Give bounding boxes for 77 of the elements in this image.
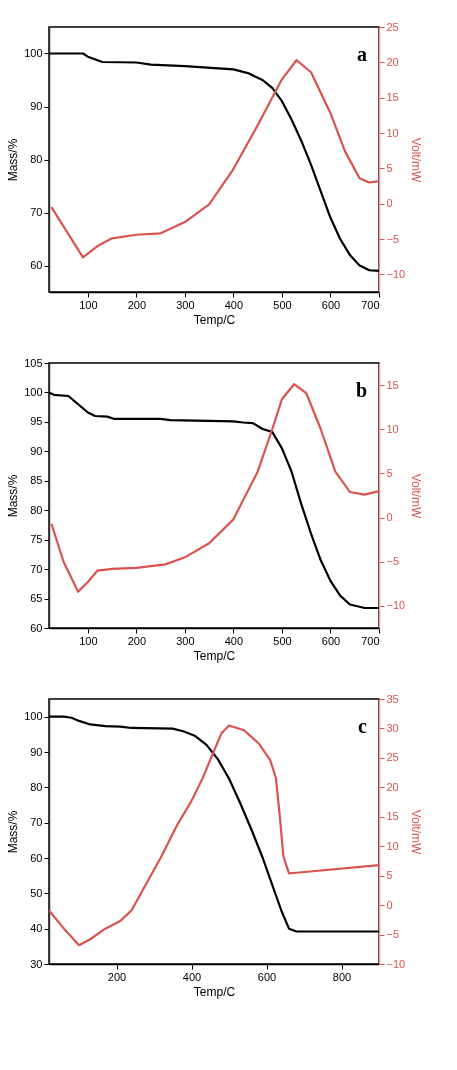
y2-tick-label: 0	[386, 197, 393, 210]
x-tick-label: 600	[321, 634, 341, 647]
y2-tick-label: 35	[386, 692, 399, 705]
y-tick-label: 90	[30, 100, 43, 112]
y-tick-label: 30	[30, 957, 43, 970]
y-tick-label: 105	[24, 356, 43, 369]
x-tick-label: 100	[79, 634, 98, 647]
x-tick-label: 100	[79, 298, 98, 311]
y-tick-label: 70	[30, 816, 43, 829]
annotation: a	[357, 43, 367, 65]
y2-tick-label: 20	[386, 55, 399, 68]
y-tick-label: 60	[30, 621, 43, 634]
y-tick-label: 65	[30, 592, 43, 605]
x-tick-label: 700	[361, 634, 380, 647]
y2-tick-label: 0	[386, 511, 393, 524]
x-tick-label: 500	[273, 298, 292, 311]
y-tick-label: 70	[30, 206, 43, 218]
y2-axis-title: Volt/mW	[409, 809, 424, 856]
y2-tick-label: −10	[386, 957, 406, 970]
x-tick-label: 400	[224, 634, 244, 647]
y-tick-label: 60	[30, 851, 43, 864]
y-tick-label: 100	[24, 385, 43, 398]
y-tick-label: 90	[30, 745, 43, 758]
y2-tick-label: 25	[386, 20, 399, 33]
y-axis-title: Mass/%	[6, 474, 21, 518]
x-tick-label: 800	[332, 970, 352, 983]
y2-tick-label: 10	[386, 126, 399, 139]
x-axis-title: Temp/C	[193, 984, 236, 999]
y-tick-label: 50	[30, 886, 43, 899]
x-tick-label: 200	[127, 634, 147, 647]
y-tick-label: 40	[30, 922, 43, 935]
y2-tick-label: 15	[386, 91, 399, 104]
y-tick-label: 100	[24, 47, 43, 59]
y2-tick-label: −5	[386, 928, 400, 941]
x-tick-label: 500	[273, 634, 292, 647]
x-tick-label: 400	[224, 298, 244, 311]
x-tick-label: 300	[176, 634, 195, 647]
x-axis-title: Temp/C	[193, 648, 236, 663]
y2-axis-title: Volt/mW	[409, 137, 424, 184]
y-tick-label: 75	[30, 533, 43, 546]
x-tick-label: 600	[257, 970, 277, 983]
y2-tick-label: −5	[386, 555, 400, 568]
x-tick-label: 200	[127, 298, 147, 311]
y2-tick-label: −10	[386, 599, 406, 612]
y2-tick-label: −5	[386, 232, 400, 245]
x-tick-label: 400	[182, 970, 202, 983]
y2-tick-label: 10	[386, 422, 399, 435]
y2-tick-label: 0	[386, 898, 393, 911]
y-tick-label: 60	[30, 259, 43, 271]
x-tick-label: 600	[321, 298, 341, 311]
y2-tick-label: 20	[386, 780, 399, 793]
y2-tick-label: 5	[386, 869, 393, 882]
y2-tick-label: −10	[386, 267, 406, 280]
y-tick-label: 80	[30, 153, 43, 165]
y-tick-label: 90	[30, 444, 43, 457]
x-tick-label: 200	[107, 970, 127, 983]
y-axis-title: Mass/%	[6, 810, 21, 854]
y-axis-title: Mass/%	[6, 138, 21, 182]
x-tick-label: 700	[361, 298, 380, 311]
annotation: b	[355, 379, 367, 401]
y2-tick-label: 5	[386, 161, 393, 174]
x-tick-label: 300	[176, 298, 195, 311]
y2-tick-label: 15	[386, 810, 399, 823]
y2-tick-label: 25	[386, 751, 399, 764]
x-axis-title: Temp/C	[193, 312, 236, 327]
y2-axis-title: Volt/mW	[409, 473, 424, 520]
y2-tick-label: 10	[386, 839, 399, 852]
y-tick-label: 100	[24, 710, 43, 723]
y-tick-label: 95	[30, 415, 43, 428]
y2-tick-label: 15	[386, 378, 399, 391]
y-tick-label: 80	[30, 503, 43, 516]
y2-tick-label: 5	[386, 466, 393, 479]
annotation: c	[358, 715, 368, 737]
y-tick-label: 85	[30, 474, 43, 487]
y-tick-label: 80	[30, 780, 43, 793]
y2-tick-label: 30	[386, 721, 399, 734]
y-tick-label: 70	[30, 562, 43, 575]
